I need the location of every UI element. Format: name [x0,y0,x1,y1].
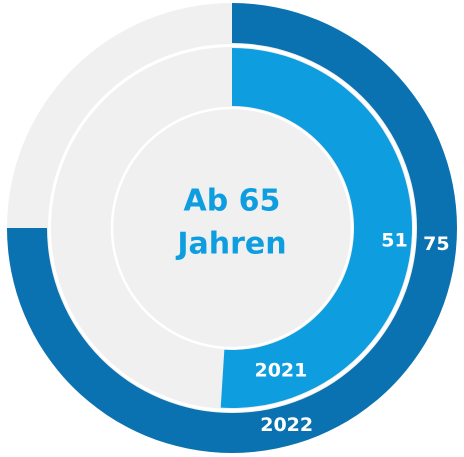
ring-gap [48,44,416,412]
ring-gap [110,106,354,350]
rings [7,3,457,453]
segment [220,48,412,408]
value-label: 75 [423,233,449,255]
center-label: Ab 65 [184,184,281,219]
series-label: 2022 [260,414,313,436]
center-label: Jahren [175,227,286,262]
series-label: 2021 [254,359,307,381]
value-label: 51 [381,230,407,252]
